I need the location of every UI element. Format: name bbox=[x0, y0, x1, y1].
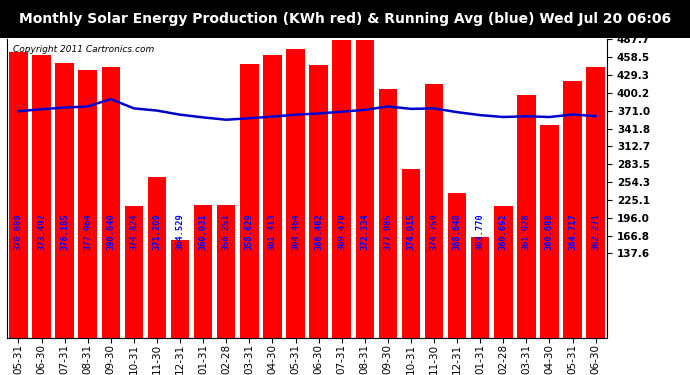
Text: 360.688: 360.688 bbox=[545, 213, 554, 250]
Bar bbox=[217, 206, 235, 338]
Bar bbox=[518, 95, 535, 338]
Text: 366.462: 366.462 bbox=[314, 213, 323, 250]
Bar bbox=[586, 67, 605, 338]
Text: 360.692: 360.692 bbox=[499, 213, 508, 250]
Text: 356.251: 356.251 bbox=[221, 213, 230, 250]
Bar bbox=[286, 49, 305, 338]
Text: 364.464: 364.464 bbox=[291, 213, 300, 250]
Text: 377.985: 377.985 bbox=[384, 213, 393, 250]
Text: 374.015: 374.015 bbox=[406, 213, 415, 250]
Bar bbox=[9, 52, 28, 338]
Bar bbox=[333, 40, 351, 338]
Text: 371.209: 371.209 bbox=[152, 213, 161, 250]
Text: 360.031: 360.031 bbox=[199, 213, 208, 250]
Text: 374.759: 374.759 bbox=[430, 213, 439, 250]
Bar bbox=[448, 193, 466, 338]
Text: 364.717: 364.717 bbox=[568, 213, 577, 250]
Text: Copyright 2011 Cartronics.com: Copyright 2011 Cartronics.com bbox=[13, 45, 154, 54]
Bar bbox=[148, 177, 166, 338]
Text: 358.629: 358.629 bbox=[245, 213, 254, 250]
Bar bbox=[125, 206, 143, 338]
Text: 370.080: 370.080 bbox=[14, 213, 23, 250]
Text: 361.413: 361.413 bbox=[268, 213, 277, 250]
Bar bbox=[540, 125, 559, 338]
Text: 364.529: 364.529 bbox=[175, 213, 184, 250]
Bar bbox=[240, 64, 259, 338]
Bar bbox=[32, 55, 51, 338]
Text: Monthly Solar Energy Production (KWh red) & Running Avg (blue) Wed Jul 20 06:06: Monthly Solar Energy Production (KWh red… bbox=[19, 12, 671, 26]
Bar bbox=[55, 63, 74, 338]
Bar bbox=[379, 89, 397, 338]
Text: 373.492: 373.492 bbox=[37, 213, 46, 250]
Text: 368.648: 368.648 bbox=[453, 213, 462, 250]
Text: 369.470: 369.470 bbox=[337, 213, 346, 250]
Text: 363.770: 363.770 bbox=[475, 213, 484, 250]
Text: 377.964: 377.964 bbox=[83, 213, 92, 250]
Text: 372.334: 372.334 bbox=[360, 213, 369, 250]
Bar bbox=[355, 40, 374, 338]
Bar bbox=[79, 70, 97, 338]
Bar bbox=[494, 206, 513, 338]
Bar bbox=[402, 170, 420, 338]
Bar bbox=[471, 237, 489, 338]
Bar bbox=[171, 240, 189, 338]
Bar bbox=[101, 67, 120, 338]
Text: 390.040: 390.040 bbox=[106, 213, 115, 250]
Text: 361.928: 361.928 bbox=[522, 213, 531, 250]
Bar bbox=[425, 84, 443, 338]
Text: 362.271: 362.271 bbox=[591, 213, 600, 250]
Text: 376.185: 376.185 bbox=[60, 213, 69, 250]
Bar bbox=[309, 66, 328, 338]
Bar bbox=[194, 205, 213, 338]
Bar bbox=[263, 55, 282, 338]
Bar bbox=[563, 81, 582, 338]
Text: 374.824: 374.824 bbox=[130, 213, 139, 250]
